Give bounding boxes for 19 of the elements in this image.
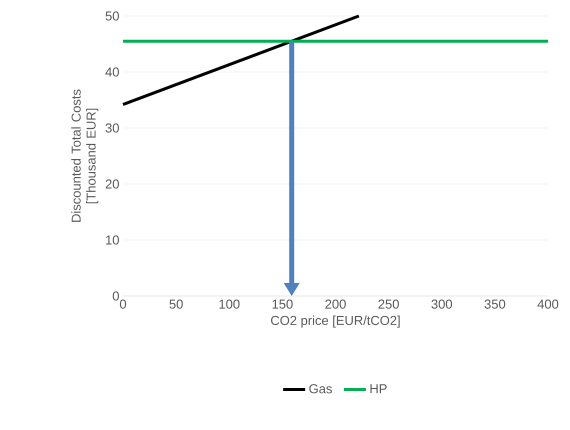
x-tick-label: 250 bbox=[378, 300, 399, 309]
legend-label: HP bbox=[370, 384, 387, 394]
x-axis-title: CO2 price [EUR/tCO2] bbox=[271, 316, 400, 328]
y-axis-title: Discounted Total Costs [Thousand EUR] bbox=[71, 90, 98, 222]
y-tick-label: 30 bbox=[106, 123, 119, 133]
x-tick-label: 300 bbox=[431, 300, 452, 309]
x-tick-label: 400 bbox=[538, 300, 558, 309]
x-tick-label: 200 bbox=[325, 300, 346, 309]
legend-label: Gas bbox=[309, 384, 332, 394]
x-tick-label: 50 bbox=[169, 300, 183, 309]
x-tick-label: 350 bbox=[484, 300, 506, 309]
y-tick-label: 10 bbox=[106, 235, 119, 245]
x-tick-label: 100 bbox=[219, 300, 240, 309]
y-tick-label: 20 bbox=[106, 179, 119, 189]
x-tick-label: 0 bbox=[120, 300, 126, 309]
y-tick-label: 40 bbox=[105, 67, 119, 77]
y-tick-label: 50 bbox=[106, 11, 119, 21]
x-tick-label: 150 bbox=[272, 300, 293, 309]
y-tick-label: 0 bbox=[112, 291, 119, 301]
